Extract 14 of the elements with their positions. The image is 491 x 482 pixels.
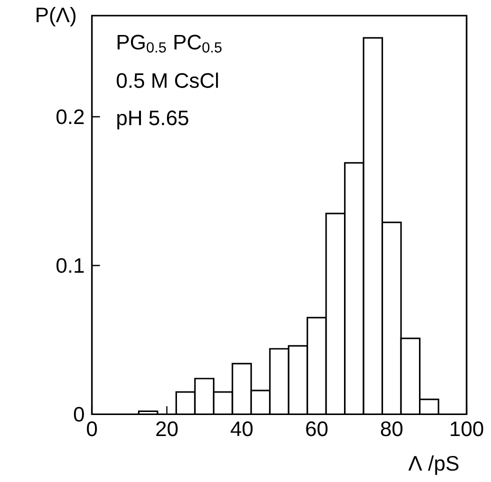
x-tick-label: 60 (306, 422, 328, 436)
x-tick-label: 0 (86, 422, 97, 436)
x-tick-label: 40 (230, 422, 253, 436)
annotation: PG$_{0.5}$ PC$_{0.5}$ (118, 34, 222, 53)
y-tick-label: 0.1 (56, 258, 84, 273)
y-axis-title: P(Λ) (36, 7, 76, 27)
y-tick-label: 0 (74, 406, 84, 422)
annotation: 0.5 M CsCl (116, 72, 218, 88)
x-axis-title: Λ /pS (408, 455, 458, 475)
x-tick-label: 80 (380, 422, 402, 436)
annotation: pH 5.65 (117, 110, 188, 130)
y-tick-label: 0.2 (56, 109, 84, 124)
x-tick-label: 100 (450, 422, 484, 436)
x-tick-label: 20 (156, 422, 178, 436)
